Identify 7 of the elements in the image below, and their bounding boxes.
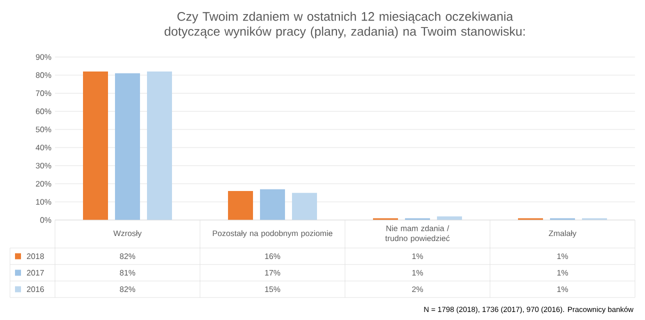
bar	[292, 192, 318, 220]
bar	[83, 71, 108, 220]
bar	[115, 73, 140, 220]
chart-title: Czy Twoim zdaniem w ostatnich 12 miesiącach oczekiwania dotyczące wyników pracy (plany, zadania) na Twoim stanowisku:	[164, 12, 525, 38]
bar	[260, 189, 285, 220]
bar	[147, 71, 172, 220]
bar	[228, 191, 253, 220]
